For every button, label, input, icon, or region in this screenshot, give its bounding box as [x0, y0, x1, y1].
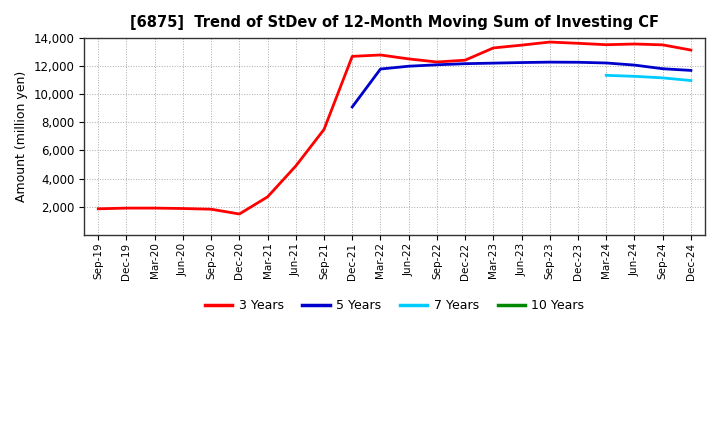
- 3 Years: [489, 45, 498, 51]
- Line: 7 Years: 7 Years: [606, 75, 691, 81]
- 5 Years: [517, 60, 526, 65]
- 3 Years: [179, 206, 187, 211]
- 5 Years: [433, 62, 441, 67]
- 3 Years: [405, 56, 413, 62]
- 3 Years: [376, 52, 384, 58]
- 7 Years: [602, 73, 611, 78]
- Line: 3 Years: 3 Years: [98, 42, 691, 214]
- 5 Years: [405, 63, 413, 69]
- 7 Years: [630, 73, 639, 79]
- Line: 5 Years: 5 Years: [352, 62, 691, 107]
- 3 Years: [292, 163, 300, 169]
- 5 Years: [461, 61, 469, 66]
- 3 Years: [630, 41, 639, 47]
- 3 Years: [150, 205, 159, 211]
- 3 Years: [348, 54, 356, 59]
- 3 Years: [94, 206, 102, 212]
- 5 Years: [489, 60, 498, 66]
- Title: [6875]  Trend of StDev of 12-Month Moving Sum of Investing CF: [6875] Trend of StDev of 12-Month Moving…: [130, 15, 659, 30]
- 7 Years: [687, 78, 696, 83]
- 7 Years: [658, 75, 667, 81]
- 3 Years: [461, 58, 469, 63]
- 3 Years: [264, 194, 272, 199]
- 5 Years: [687, 68, 696, 73]
- 3 Years: [574, 40, 582, 46]
- 3 Years: [602, 42, 611, 48]
- 5 Years: [376, 66, 384, 72]
- 3 Years: [235, 211, 243, 216]
- Legend: 3 Years, 5 Years, 7 Years, 10 Years: 3 Years, 5 Years, 7 Years, 10 Years: [200, 294, 590, 317]
- 5 Years: [546, 59, 554, 65]
- 3 Years: [207, 207, 215, 212]
- 5 Years: [574, 60, 582, 65]
- 3 Years: [320, 127, 328, 132]
- 3 Years: [433, 59, 441, 65]
- 5 Years: [658, 66, 667, 71]
- 3 Years: [517, 43, 526, 48]
- 3 Years: [658, 42, 667, 48]
- 5 Years: [630, 62, 639, 68]
- 3 Years: [122, 205, 131, 211]
- 3 Years: [546, 40, 554, 45]
- 3 Years: [687, 48, 696, 53]
- 5 Years: [602, 60, 611, 66]
- Y-axis label: Amount (million yen): Amount (million yen): [15, 71, 28, 202]
- 5 Years: [348, 104, 356, 110]
